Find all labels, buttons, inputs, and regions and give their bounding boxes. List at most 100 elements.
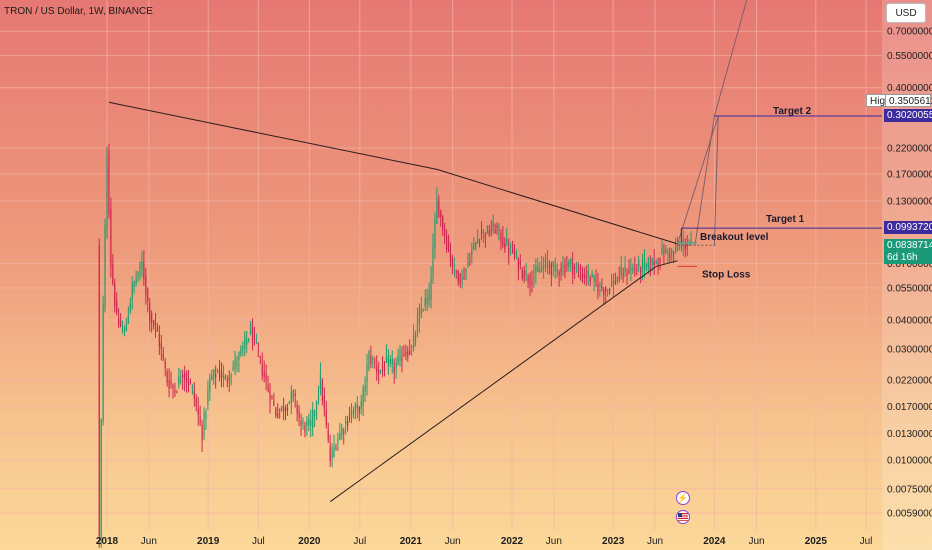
candle-body: [368, 351, 370, 370]
candle-body: [251, 328, 254, 344]
candle-body: [269, 388, 271, 404]
candle-body: [447, 241, 450, 251]
candle-body: [314, 410, 316, 417]
candle-body: [593, 274, 595, 281]
currency-button[interactable]: USD: [886, 3, 926, 23]
x-tick-label: 2018: [96, 536, 119, 547]
candle-body: [465, 268, 467, 273]
candle-body: [605, 286, 607, 292]
candle-body: [102, 304, 104, 422]
candle-body: [203, 412, 205, 436]
candle-body: [455, 270, 457, 273]
candle-body: [376, 366, 378, 373]
candle-body: [265, 373, 267, 381]
candle-body: [585, 275, 587, 279]
chart-title: TRON / US Dollar, 1W, BINANCE: [4, 6, 153, 17]
candle-body: [461, 276, 463, 280]
candle-body: [385, 355, 388, 364]
candle-body: [366, 364, 368, 384]
x-tick-label: Jun: [748, 536, 764, 547]
candle-body: [589, 276, 591, 282]
candle-body: [121, 328, 124, 330]
candle-body: [236, 362, 238, 366]
candle-body: [358, 407, 360, 414]
x-tick-label: 2022: [501, 536, 524, 547]
candle-body: [412, 333, 415, 348]
candle-body: [550, 264, 552, 275]
candle-body: [383, 366, 386, 371]
candle-body: [416, 318, 419, 335]
candle-body: [484, 233, 486, 238]
candle-body: [422, 309, 424, 311]
candle-body: [182, 374, 184, 379]
candle-body: [360, 401, 362, 410]
candle-body: [661, 247, 663, 256]
candle-body: [98, 246, 100, 536]
candle-body: [234, 358, 236, 368]
candle-body: [671, 249, 673, 255]
candle-body: [428, 290, 430, 302]
candle-body: [527, 277, 529, 283]
candle-body: [678, 244, 681, 246]
x-tick-label: Jul: [252, 536, 265, 547]
candle-body: [414, 335, 417, 342]
lightning-icon[interactable]: ⚡: [676, 491, 690, 505]
candle-body: [591, 273, 593, 278]
candle-body: [323, 396, 325, 409]
candle-body: [579, 275, 582, 277]
candle-body: [626, 273, 628, 277]
candle-body: [618, 277, 620, 279]
candle-body: [168, 380, 170, 389]
candle-body: [543, 265, 545, 268]
candle-body: [453, 264, 455, 266]
flag-icon[interactable]: [676, 510, 690, 524]
candle-body: [653, 260, 655, 266]
candle-body: [317, 394, 320, 401]
candle-body: [246, 339, 248, 345]
candle-body: [374, 362, 376, 364]
candle-body: [459, 273, 461, 285]
candle-body: [430, 277, 432, 300]
candle-body: [154, 322, 157, 326]
candle-body: [259, 356, 261, 358]
candle-body: [339, 433, 341, 440]
candle-body: [599, 283, 601, 287]
candle-body: [544, 258, 547, 268]
candle-body: [389, 359, 391, 364]
candle-body: [249, 324, 252, 336]
candle-body: [277, 413, 279, 418]
candle-body: [494, 229, 496, 234]
candle-body: [624, 265, 626, 273]
candle-body: [114, 283, 116, 307]
candle-body: [521, 269, 523, 279]
candle-body: [651, 257, 653, 265]
high-value-badge: 0.35056124: [885, 94, 932, 107]
candle-body: [178, 376, 180, 385]
candle-body: [261, 364, 263, 376]
candle-body: [288, 401, 291, 404]
candle-body: [397, 354, 399, 364]
candle-body: [504, 242, 506, 250]
candle-body: [149, 303, 151, 322]
candle-body: [387, 356, 389, 366]
candle-body: [568, 261, 570, 268]
candle-body: [496, 225, 498, 229]
projection-line: [677, 115, 719, 245]
candle-body: [436, 198, 438, 224]
candle-body: [562, 264, 564, 268]
candle-body: [180, 380, 182, 382]
candle-body: [581, 273, 584, 281]
candle-body: [224, 375, 226, 380]
candle-body: [558, 272, 560, 275]
candle-body: [432, 244, 434, 274]
candle-body: [333, 446, 335, 456]
candle-body: [380, 369, 382, 371]
candle-body: [300, 420, 302, 426]
candle-body: [445, 235, 448, 250]
candle-body: [312, 409, 314, 428]
candle-body: [170, 381, 172, 385]
